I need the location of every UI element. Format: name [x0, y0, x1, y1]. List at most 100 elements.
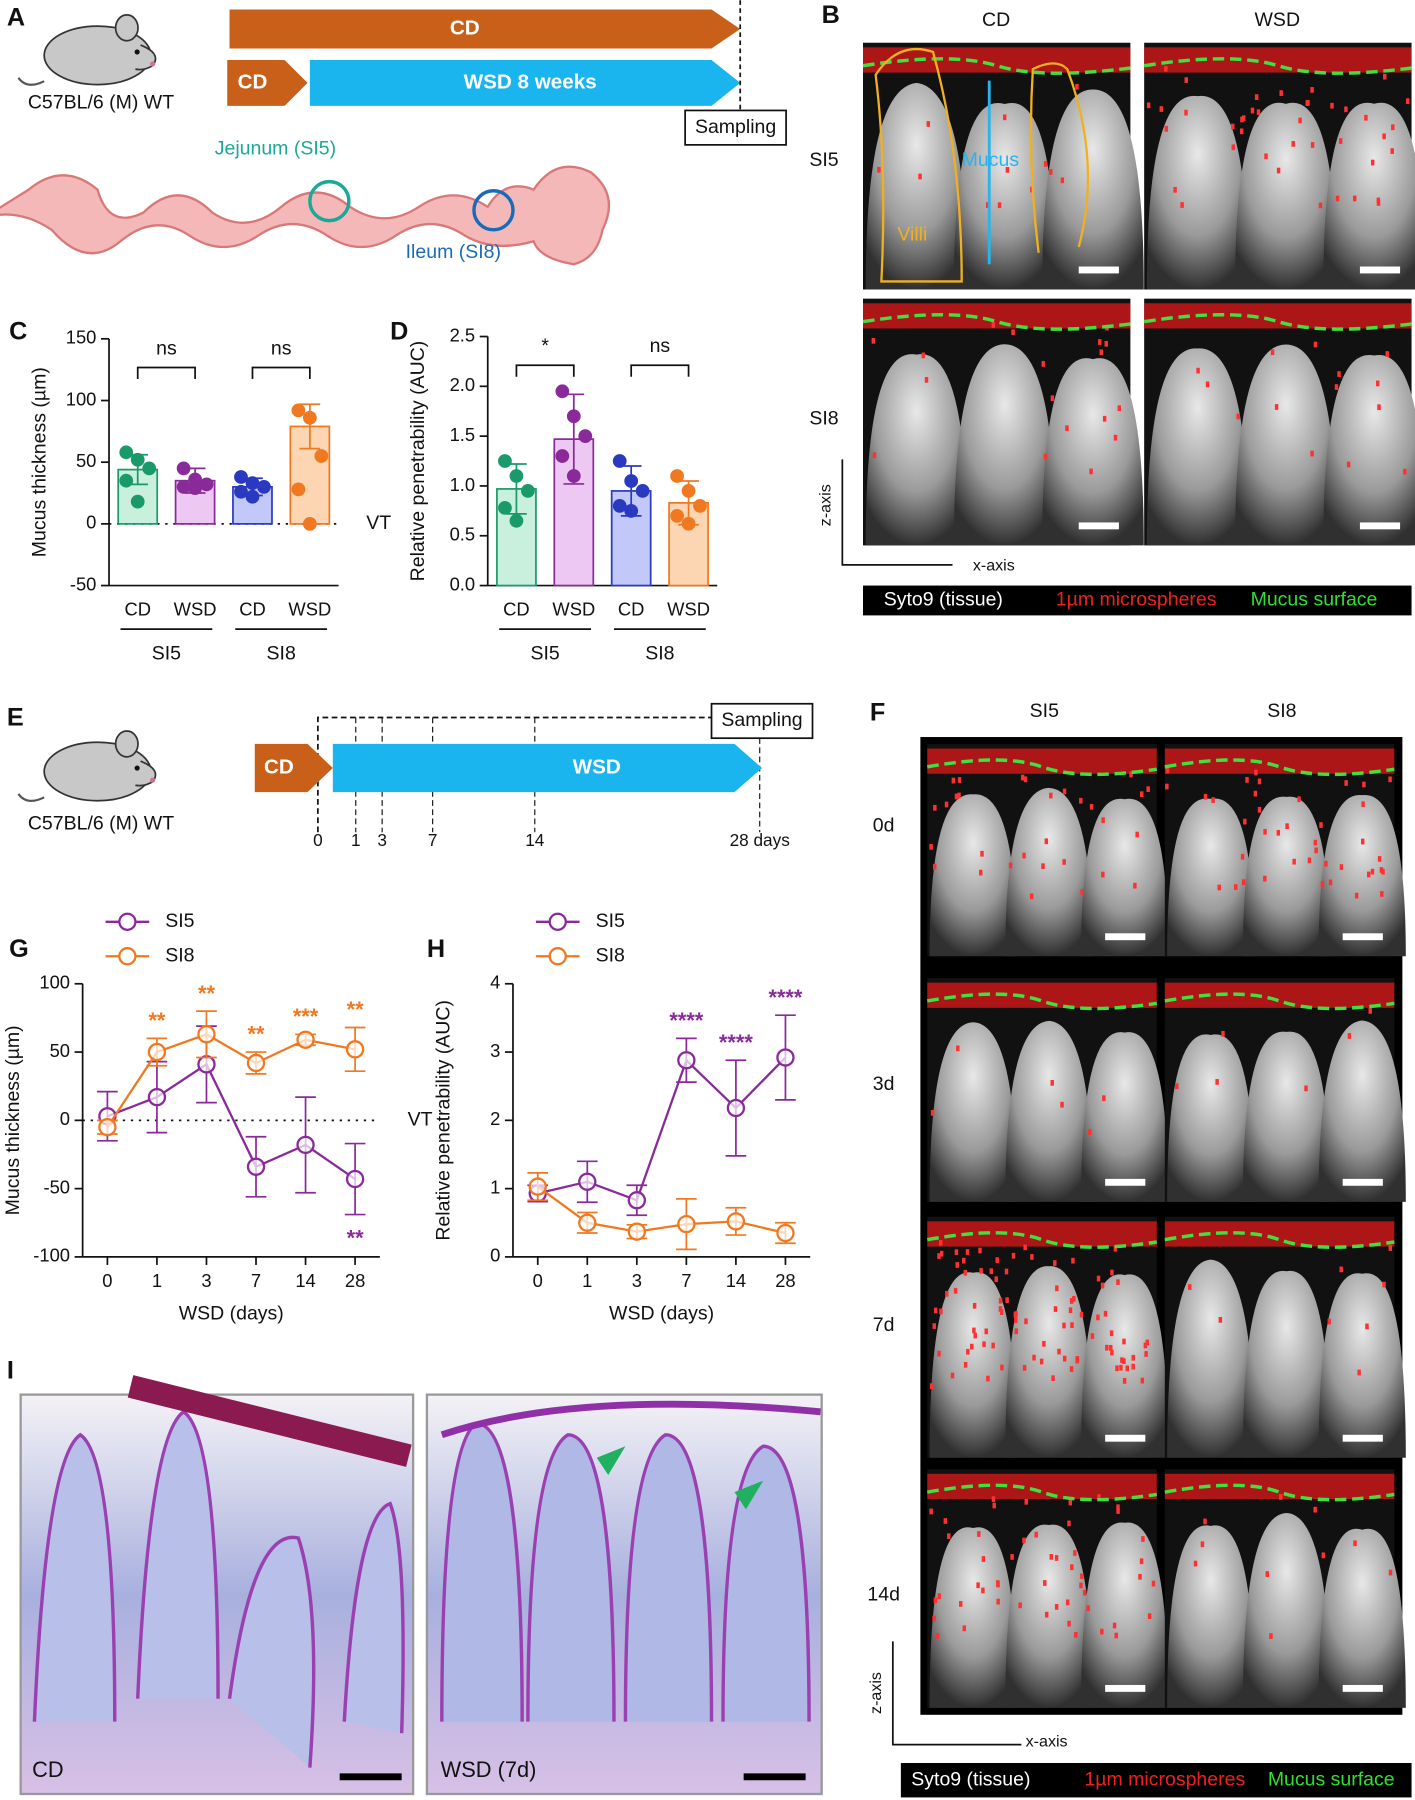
microsphere [1138, 1573, 1142, 1580]
x-axis-label: WSD (days) [609, 1302, 714, 1324]
microsphere [1144, 1351, 1148, 1357]
reference-label: VT [366, 512, 391, 534]
data-point [296, 1030, 315, 1049]
villus [929, 1527, 1017, 1708]
microsphere [1338, 138, 1343, 144]
microsphere [1405, 98, 1410, 104]
microsphere [1313, 341, 1318, 348]
villus [1242, 1270, 1331, 1458]
microsphere [1109, 1344, 1113, 1351]
x-tick-label: 14 [295, 1270, 315, 1291]
microsphere [962, 1625, 966, 1632]
data-point [176, 479, 191, 494]
microsphere [985, 202, 990, 208]
cd-arrow [227, 59, 308, 106]
data-point [199, 477, 214, 492]
x-axis-label: x-axis [973, 556, 1015, 574]
microsphere [972, 1327, 976, 1334]
legend-label: SI5 [165, 910, 194, 932]
microsphere [1018, 1602, 1022, 1609]
legend-text: Mucus surface [1251, 589, 1378, 611]
data-point [670, 508, 684, 523]
microsphere [1105, 1344, 1109, 1351]
microsphere [1110, 1269, 1114, 1276]
microsphere [962, 1257, 966, 1264]
axis-arrows [841, 459, 953, 566]
microsphere [1211, 797, 1215, 803]
microsphere [1347, 1033, 1352, 1039]
microsphere [1079, 1582, 1083, 1589]
microsphere [1279, 90, 1283, 96]
microsphere [1366, 871, 1371, 878]
data-point [296, 1135, 315, 1155]
microsphere [1002, 114, 1007, 121]
data-point [578, 1213, 597, 1232]
microsphere [1313, 839, 1318, 846]
microsphere [1263, 828, 1267, 835]
microsphere [1304, 1085, 1308, 1092]
microsphere [1125, 1365, 1129, 1372]
microsphere [1067, 1620, 1071, 1627]
microscopy-image [1164, 978, 1406, 1202]
data-point [677, 1051, 696, 1070]
microsphere [1097, 1494, 1101, 1500]
microsphere [1080, 1573, 1084, 1580]
data-point [130, 452, 145, 467]
microsphere [1370, 159, 1375, 166]
microsphere [1080, 889, 1084, 895]
sampling-box [684, 109, 787, 146]
x-tick-label: WSD [552, 599, 595, 620]
series-line [537, 1185, 786, 1235]
microsphere [1089, 803, 1094, 810]
microsphere [1146, 786, 1150, 793]
microsphere [991, 1342, 995, 1349]
microsphere [1362, 781, 1366, 788]
microsphere [1096, 1314, 1100, 1321]
villus [1081, 1032, 1169, 1202]
microsphere [1062, 1322, 1066, 1329]
microsphere [877, 166, 881, 173]
microsphere [1050, 1079, 1054, 1086]
microsphere [1368, 1008, 1372, 1014]
microsphere [977, 1531, 981, 1537]
microsphere [1250, 107, 1255, 114]
microsphere [1218, 1316, 1223, 1323]
microsphere [972, 1302, 977, 1309]
legend-bar [863, 585, 1412, 616]
legend-text: Syto9 (tissue) [884, 589, 1003, 611]
microsphere [1328, 879, 1333, 886]
y-tick-label: 0 [86, 512, 96, 533]
microsphere [1053, 1306, 1058, 1312]
group-label: SI8 [267, 643, 296, 665]
villus [1318, 1528, 1406, 1708]
microsphere [1239, 128, 1244, 135]
data-point [176, 461, 191, 476]
scale-bar [1105, 1178, 1146, 1186]
y-tick-label: 50 [76, 450, 96, 471]
data-point [245, 476, 260, 491]
microsphere [1217, 884, 1221, 891]
microsphere [1101, 871, 1105, 878]
data-point [147, 1042, 167, 1062]
microsphere [1104, 340, 1108, 347]
microsphere [1180, 202, 1184, 208]
microsphere [1116, 1504, 1120, 1511]
data-point [197, 1055, 216, 1074]
microsphere [945, 1290, 949, 1297]
microsphere [1115, 1365, 1119, 1372]
microscopy-image [1143, 42, 1415, 290]
data-point [726, 1212, 746, 1231]
axis-arrows [891, 1641, 1022, 1746]
microsphere [1071, 1257, 1075, 1264]
microsphere [1382, 133, 1386, 140]
microscopy-image [1143, 298, 1415, 546]
microsphere [937, 1593, 941, 1600]
x-tick-label: 3 [632, 1270, 642, 1291]
timeline-label: 14 [525, 830, 545, 850]
panel-letter: B [822, 1, 840, 29]
legend-marker [548, 947, 567, 966]
microsphere [1382, 1281, 1386, 1288]
microsphere [935, 1632, 940, 1639]
microsphere [1096, 1275, 1101, 1282]
microsphere [1068, 1307, 1073, 1314]
